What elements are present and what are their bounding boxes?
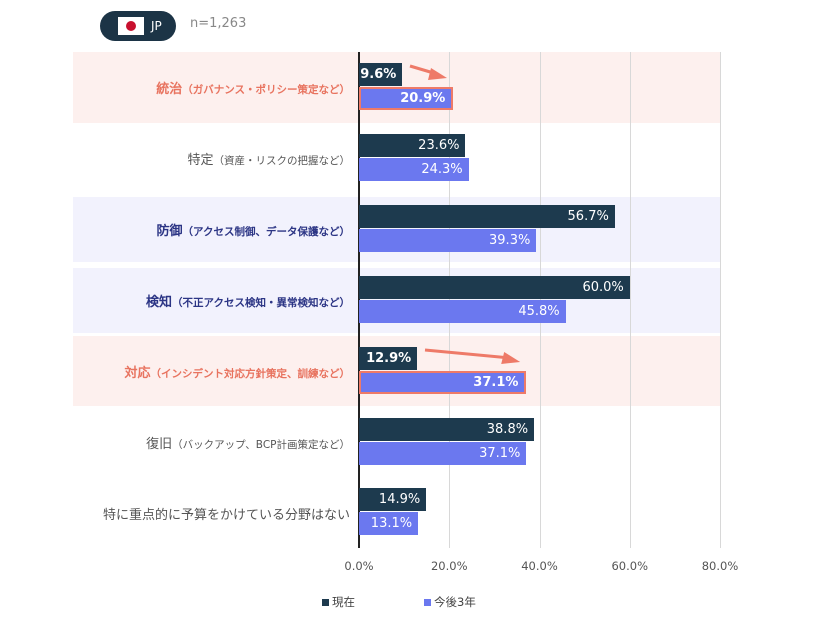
- category-label: 復旧（バックアップ、BCP計画策定など）: [146, 433, 350, 452]
- bar-future: 37.1%: [359, 441, 527, 465]
- category-main: 特に重点的に予算をかけている分野はない: [102, 507, 350, 523]
- arrow-icon: [409, 64, 448, 80]
- category-main: 対応: [124, 366, 151, 382]
- category-sub: （不正アクセス検知・異常検知など）: [172, 297, 350, 310]
- legend-swatch: [322, 598, 329, 606]
- bar-future: 13.1%: [359, 512, 419, 536]
- bar-future: 45.8%: [359, 299, 566, 323]
- arrow-icon: [425, 348, 521, 364]
- gridline: [720, 52, 721, 548]
- bar-current: 38.8%: [359, 417, 535, 441]
- bar-current: 60.0%: [359, 275, 630, 299]
- legend-item: 現在: [322, 594, 355, 610]
- category-label: 対応（インシデント対応方針策定、訓練など）: [124, 362, 350, 381]
- category-label: 統治（ガバナンス・ポリシー策定など）: [156, 78, 350, 97]
- bar-current: 14.9%: [359, 488, 427, 512]
- country-label: JP: [151, 19, 162, 33]
- legend-item: 今後3年: [424, 594, 476, 610]
- legend-label: 現在: [332, 595, 355, 609]
- bar-current: 9.6%: [359, 63, 403, 86]
- x-tick-label: 0.0%: [344, 559, 374, 573]
- category-sub: （資産・リスクの把握など）: [213, 155, 351, 168]
- gridline: [629, 52, 631, 548]
- category-label: 検知（不正アクセス検知・異常検知など）: [146, 291, 350, 310]
- category-main: 復旧: [146, 436, 173, 452]
- category-sub: （バックアップ、BCP計画策定など）: [172, 438, 350, 451]
- bar-future: 24.3%: [359, 157, 469, 181]
- x-tick-label: 80.0%: [701, 559, 739, 573]
- x-tick-label: 20.0%: [430, 559, 468, 573]
- bar-current: 56.7%: [359, 204, 615, 228]
- category-label: 特に重点的に予算をかけている分野はない: [103, 504, 350, 523]
- category-sub: （ガバナンス・ポリシー策定など）: [182, 84, 350, 97]
- category-main: 防御: [156, 224, 183, 240]
- country-badge: JP: [100, 11, 176, 41]
- x-tick-label: 60.0%: [611, 559, 649, 573]
- category-sub: （インシデント対応方針策定、訓練など）: [150, 368, 351, 381]
- category-main: 検知: [146, 295, 173, 311]
- x-tick-label: 40.0%: [521, 559, 558, 573]
- category-label: 特定（資産・リスクの把握など）: [187, 149, 350, 168]
- category-main: 特定: [187, 153, 214, 169]
- bar-future: 20.9%: [359, 87, 454, 110]
- japan-flag-icon: [118, 17, 144, 35]
- legend-swatch: [424, 598, 431, 606]
- category-label: 防御（アクセス制御、データ保護など）: [157, 220, 351, 239]
- category-main: 統治: [156, 82, 183, 98]
- bar-future: 37.1%: [359, 370, 527, 394]
- bar-current: 23.6%: [359, 133, 466, 157]
- bar-current: 12.9%: [359, 346, 418, 370]
- category-sub: （アクセス制御、データ保護など）: [182, 226, 350, 239]
- legend-label: 今後3年: [434, 595, 476, 609]
- sample-size: n=1,263: [190, 16, 247, 31]
- bar-future: 39.3%: [359, 228, 537, 252]
